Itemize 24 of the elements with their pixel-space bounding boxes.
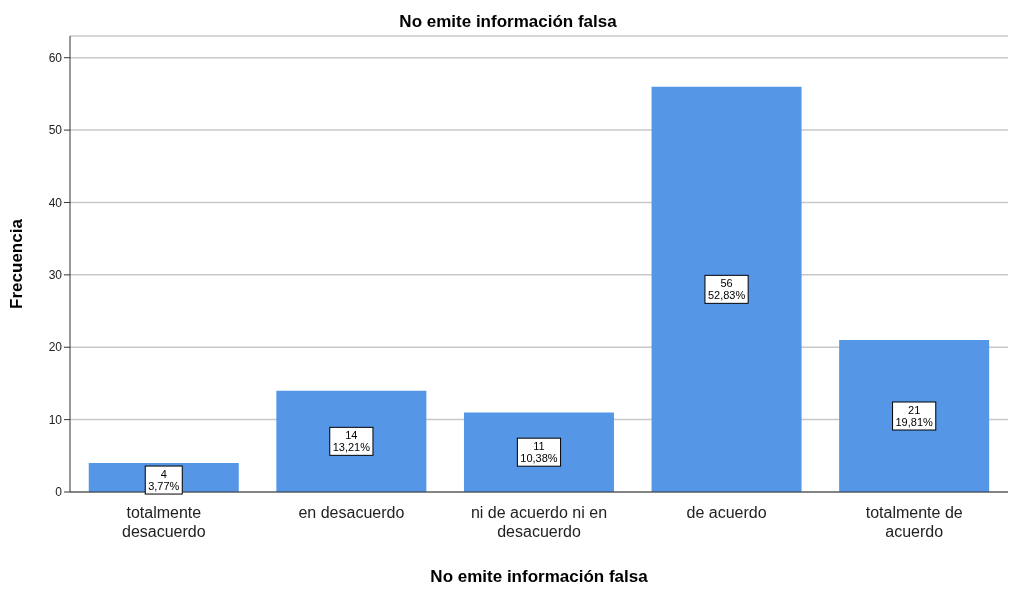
bar xyxy=(463,412,614,492)
y-axis-title: Frecuencia xyxy=(7,218,27,309)
y-tick-label: 30 xyxy=(48,268,63,283)
y-tick-label: 0 xyxy=(55,485,63,500)
data-label: 21 19,81% xyxy=(895,404,934,428)
x-tick-label: ni de acuerdo ni en desacuerdo xyxy=(470,504,608,540)
y-tick-label: 20 xyxy=(48,340,63,355)
data-label: 11 10,38% xyxy=(520,440,558,465)
y-tick-label: 40 xyxy=(48,195,63,210)
x-tick-label: totalmente de acuerdo xyxy=(865,504,963,540)
y-tick-label: 10 xyxy=(48,412,63,427)
bar xyxy=(839,340,990,492)
data-label: 56 52,83% xyxy=(707,277,746,302)
chart-title: No emite información falsa xyxy=(398,12,618,32)
bar xyxy=(276,390,427,492)
data-label: 4 3,77% xyxy=(148,468,180,493)
x-tick-label: de acuerdo xyxy=(686,504,767,521)
x-tick-label: en desacuerdo xyxy=(298,504,405,521)
y-tick-label: 60 xyxy=(48,50,63,65)
y-tick-label: 50 xyxy=(48,123,63,138)
x-tick-label: totalmente desacuerdo xyxy=(121,504,206,540)
data-label: 14 13,21% xyxy=(332,429,371,454)
x-axis-title: No emite información falsa xyxy=(430,567,649,586)
bar xyxy=(651,86,802,492)
